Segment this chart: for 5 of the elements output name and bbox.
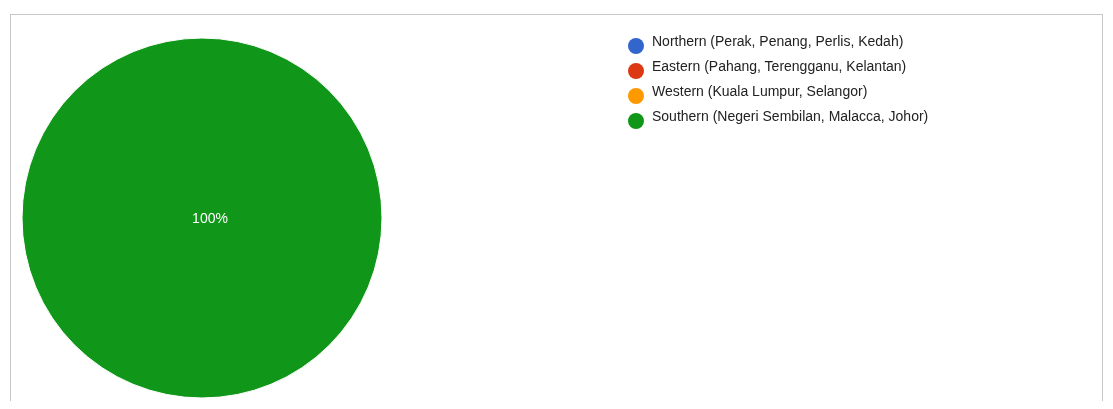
legend-label: Western (Kuala Lumpur, Selangor) bbox=[652, 83, 868, 99]
legend-label: Northern (Perak, Penang, Perlis, Kedah) bbox=[652, 33, 904, 49]
data-label: 100% bbox=[192, 209, 228, 226]
legend-label: Southern (Negeri Sembilan, Malacca, Johor) bbox=[652, 108, 929, 124]
legend-label: Eastern (Pahang, Terengganu, Kelantan) bbox=[652, 58, 907, 74]
